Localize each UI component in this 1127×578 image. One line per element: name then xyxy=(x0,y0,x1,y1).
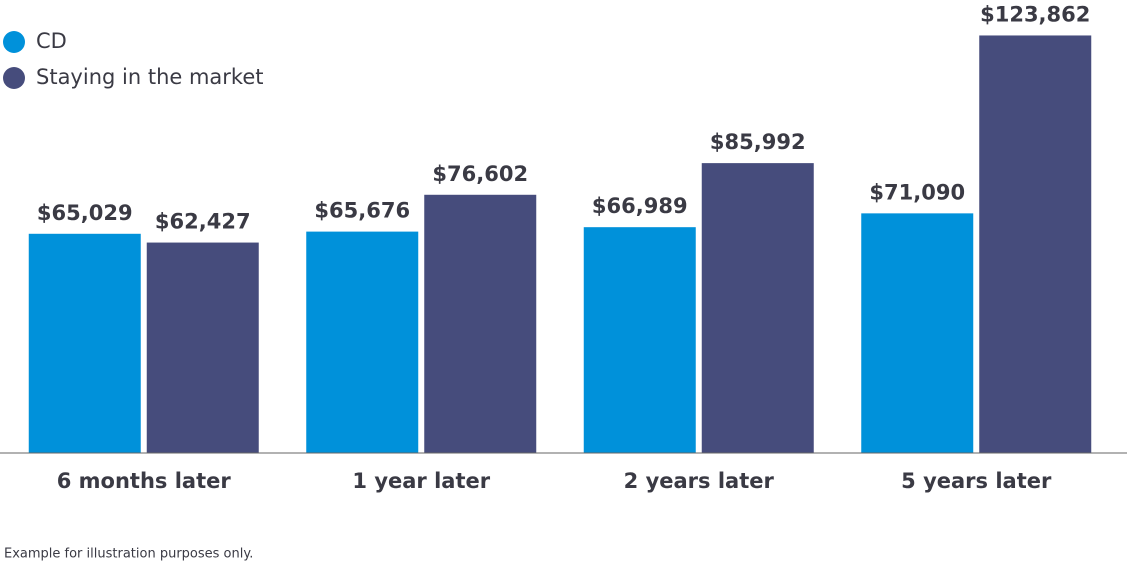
bar xyxy=(28,233,141,453)
bar xyxy=(583,227,696,453)
x-tick-label: 5 years later xyxy=(901,469,1052,493)
bar xyxy=(146,242,259,453)
legend-label: CD xyxy=(36,29,67,53)
legend-swatch xyxy=(3,67,25,89)
bar xyxy=(979,35,1092,453)
value-label: $62,427 xyxy=(155,210,251,234)
bar xyxy=(306,231,419,453)
bar xyxy=(701,163,814,453)
bar xyxy=(861,213,974,453)
value-label: $65,029 xyxy=(37,201,133,225)
legend-label: Staying in the market xyxy=(36,65,264,89)
x-tick-label: 6 months later xyxy=(57,469,232,493)
value-label: $71,090 xyxy=(869,180,965,204)
x-tick-label: 1 year later xyxy=(352,469,490,493)
footnote: Example for illustration purposes only. xyxy=(4,547,253,562)
value-label: $85,992 xyxy=(710,130,806,154)
legend-swatch xyxy=(3,31,25,53)
value-label: $65,676 xyxy=(314,199,410,223)
bar xyxy=(424,194,537,453)
value-label: $66,989 xyxy=(592,194,688,218)
value-label: $123,862 xyxy=(980,2,1090,26)
x-tick-label: 2 years later xyxy=(624,469,775,493)
value-label: $76,602 xyxy=(432,162,528,186)
